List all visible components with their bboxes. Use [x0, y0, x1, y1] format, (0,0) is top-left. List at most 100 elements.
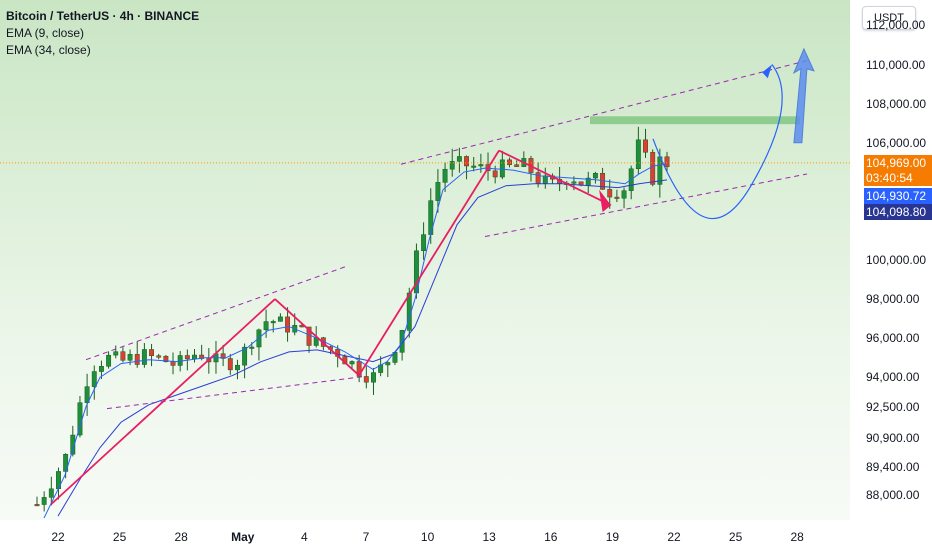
candle-body: [442, 168, 448, 183]
pattern-line: [358, 150, 500, 376]
x-tick-label: 19: [605, 530, 620, 544]
y-tick-label: 96,000.00: [866, 331, 920, 346]
candle-body: [227, 358, 233, 371]
candle-body: [607, 189, 613, 198]
x-tick-label: 22: [667, 530, 681, 544]
x-tick-label: 13: [482, 530, 496, 544]
candle-body: [614, 196, 620, 199]
candle-body: [385, 362, 391, 366]
last-price-badge: 104,969.00: [864, 155, 932, 171]
candle-body: [106, 354, 112, 367]
x-tick-label: 4: [301, 530, 308, 544]
candle-body: [507, 159, 512, 165]
candle-body: [113, 351, 119, 356]
chart-background: [0, 0, 850, 520]
candle-body: [220, 353, 226, 359]
candle-body: [449, 161, 455, 170]
channel-upper-1: [85, 266, 346, 361]
candle-body: [535, 172, 541, 184]
candle-body: [270, 321, 276, 324]
target-zone: [590, 116, 800, 125]
candle-body: [98, 366, 104, 372]
ema34-value-badge: 104,098.80: [864, 204, 932, 220]
candle-body: [134, 354, 140, 365]
candle-body: [120, 351, 126, 361]
candle-body: [471, 165, 477, 168]
candle-body: [571, 181, 577, 184]
x-tick-label: 7: [362, 530, 370, 544]
candle-body: [163, 355, 169, 363]
candle-body: [650, 152, 656, 185]
y-tick-label: 88,000.00: [866, 487, 920, 502]
projection-arrowhead: [762, 64, 772, 79]
candle-body: [41, 497, 47, 505]
target-arrow: [792, 47, 815, 144]
y-tick-label: 98,000.00: [866, 292, 920, 307]
x-tick-label: 25: [728, 530, 743, 544]
y-tick-label: 90,900.00: [866, 430, 920, 445]
y-tick-label: 94,000.00: [866, 370, 920, 385]
projection-curve: [652, 64, 783, 219]
candle-body: [235, 364, 240, 371]
y-tick-label: 89,400.00: [866, 460, 920, 475]
candle-body: [499, 159, 505, 178]
channel-lower-1: [106, 375, 367, 410]
y-tick-label: 100,000.00: [866, 253, 927, 267]
x-tick-label: 28: [790, 530, 804, 544]
candle-body: [356, 361, 362, 377]
x-tick-label: 22: [51, 530, 65, 544]
pattern-line: [498, 149, 612, 207]
candle-body: [664, 156, 670, 168]
channel-upper-2: [400, 60, 808, 165]
candle-body: [464, 156, 469, 167]
x-tick-label: 25: [112, 530, 127, 544]
candle-body: [371, 372, 376, 383]
candle-body: [349, 361, 355, 365]
candle-body: [435, 182, 441, 201]
y-tick-label: 110,000.00: [866, 57, 926, 72]
candle-body: [263, 321, 269, 331]
x-tick-label: May: [231, 530, 255, 544]
candle-body: [592, 173, 598, 179]
candle-body: [249, 346, 255, 349]
ema9-line: [43, 163, 668, 519]
candle-body: [149, 349, 154, 357]
candle-body: [170, 361, 176, 366]
candle-body: [242, 346, 248, 366]
candle-body: [363, 376, 369, 383]
pattern-line: [50, 298, 276, 506]
y-tick-label: 106,000.00: [866, 135, 927, 150]
candle-body: [643, 139, 648, 153]
candle-body: [70, 434, 76, 455]
candle-body: [177, 355, 183, 366]
x-tick-label: 10: [420, 530, 435, 544]
candle-body: [84, 386, 90, 403]
candle-body: [34, 504, 40, 507]
ema34-line: [57, 179, 668, 517]
candle-body: [141, 349, 147, 365]
candle-body: [91, 371, 97, 387]
legend: Bitcoin / TetherUS · 4h · BINANCE EMA (9…: [6, 8, 199, 59]
candle-body: [48, 488, 54, 498]
channel-lower-2: [484, 173, 808, 238]
legend-ema34[interactable]: EMA (34, close): [6, 43, 91, 57]
y-tick-label: 112,000.00: [866, 18, 926, 33]
candle-body: [635, 139, 641, 169]
countdown-badge: 03:40:54: [864, 170, 932, 186]
x-tick-label: 28: [174, 530, 188, 544]
currency-button[interactable]: USDT: [862, 6, 916, 30]
candle-body: [514, 164, 520, 167]
candle-body: [456, 156, 462, 162]
y-tick-label: 92,500.00: [866, 399, 920, 414]
pattern-line: [274, 298, 360, 377]
legend-ema9[interactable]: EMA (9, close): [6, 26, 85, 40]
candle-body: [621, 190, 627, 199]
candle-body: [492, 170, 498, 178]
candle-body: [542, 175, 548, 184]
candle-body: [421, 234, 427, 252]
candle-body: [285, 316, 291, 333]
legend-title[interactable]: Bitcoin / TetherUS · 4h · BINANCE: [6, 9, 200, 23]
candle-body: [478, 164, 484, 167]
